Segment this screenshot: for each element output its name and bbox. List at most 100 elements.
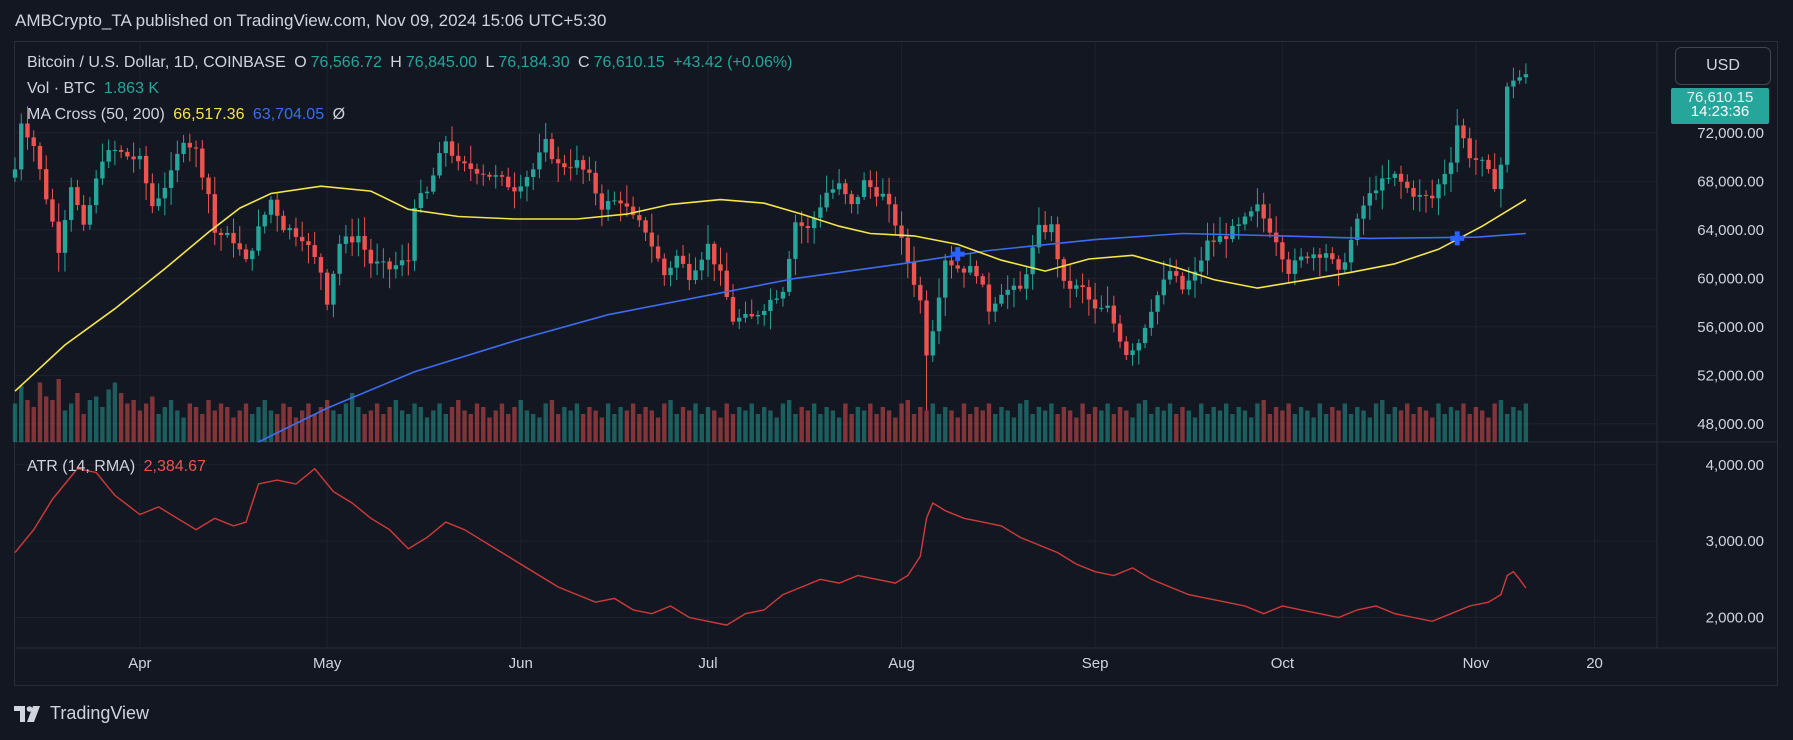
volume-bar: [974, 407, 979, 442]
volume-bar: [406, 414, 411, 442]
volume-bar: [1211, 407, 1216, 442]
volume-bar: [549, 400, 555, 442]
volume-bar: [612, 414, 617, 442]
candle-body: [1355, 218, 1360, 240]
volume-bar: [955, 417, 960, 442]
time-axis-label: Apr: [128, 655, 151, 672]
volume-bar: [1236, 407, 1241, 442]
candle-body: [730, 297, 736, 322]
candle-body: [974, 265, 979, 277]
candle-body: [1367, 193, 1372, 206]
volume-bar: [1330, 407, 1335, 442]
candle-body: [1055, 224, 1060, 260]
volume-bar: [855, 407, 861, 442]
candle-body: [268, 199, 274, 215]
ma200-line: [258, 232, 1526, 443]
publisher-line: AMBCrypto_TA published on TradingView.co…: [15, 11, 607, 30]
candle-body: [1042, 224, 1048, 233]
volume-bar: [1504, 414, 1510, 442]
candle-body: [412, 207, 417, 261]
time-axis-label: Aug: [888, 655, 915, 672]
currency-button[interactable]: USD: [1675, 47, 1771, 85]
candle-body: [562, 163, 567, 168]
volume-bar: [1174, 414, 1179, 442]
price-axis-label: 68,000.00: [1697, 173, 1764, 190]
ma50-line: [14, 185, 1527, 392]
volume-label: Vol · BTC: [27, 80, 96, 97]
candle-body: [1523, 74, 1529, 78]
volume-bar: [506, 414, 511, 442]
candle-body: [1330, 253, 1335, 260]
volume-bar: [836, 417, 842, 442]
time-axis-label: Sep: [1082, 655, 1109, 672]
candle-body: [499, 175, 505, 177]
candle-body: [899, 225, 904, 238]
candle-body: [399, 260, 405, 266]
candle-body: [1486, 159, 1491, 170]
candle-body: [1217, 236, 1223, 242]
volume-bar: [961, 403, 967, 442]
candle-body: [943, 260, 948, 298]
volume-bar: [893, 417, 898, 442]
ma-extra-symbol: Ø: [332, 106, 346, 123]
ma-fast-value: 66,517.36: [173, 106, 245, 123]
candle-body: [1192, 271, 1198, 281]
volume-bar: [1373, 403, 1379, 442]
volume-bar: [100, 407, 105, 442]
candle-body: [1467, 138, 1472, 159]
volume-bar: [1186, 410, 1191, 442]
volume-bar: [456, 400, 461, 442]
candle-body: [231, 232, 236, 244]
candle-body: [911, 262, 917, 285]
volume-bar: [786, 400, 792, 442]
volume-bar: [1305, 410, 1310, 442]
candle-body: [1305, 256, 1310, 259]
close-value: 76,610.15: [593, 54, 665, 71]
volume-bar: [1311, 417, 1316, 442]
last-price-badge: 76,610.15 14:23:36: [1671, 88, 1769, 124]
candle-body: [75, 187, 80, 206]
candle-body: [811, 217, 817, 229]
volume-bar: [56, 379, 61, 442]
volume-bar: [1442, 414, 1447, 442]
volume-bar: [593, 410, 598, 442]
candle-body: [568, 167, 573, 169]
candle-body: [1473, 158, 1479, 160]
candle-body: [1049, 224, 1054, 233]
candle-body: [1236, 224, 1241, 226]
candle-body: [1099, 307, 1104, 309]
candle-body: [87, 205, 93, 225]
candle-body: [324, 272, 330, 305]
candle-body: [924, 300, 929, 356]
candle-body: [1417, 194, 1422, 197]
candle-body: [293, 228, 299, 237]
volume-bar: [462, 410, 467, 442]
candle-body: [993, 303, 998, 312]
volume-bar: [381, 414, 386, 442]
candle-body: [12, 169, 18, 178]
candle-body: [1074, 285, 1079, 289]
volume-bar: [712, 410, 717, 442]
volume-bar: [343, 403, 349, 442]
volume-bar: [1486, 417, 1491, 442]
volume-bar: [1517, 410, 1522, 442]
volume-bar: [349, 393, 355, 442]
volume-bar: [1080, 403, 1085, 442]
candle-body: [1005, 289, 1010, 295]
volume-bar: [811, 403, 817, 442]
high-label: H: [390, 54, 402, 71]
close-label: C: [578, 54, 590, 71]
volume-bar: [1455, 410, 1460, 442]
volume-bar: [830, 410, 836, 442]
volume-bar: [118, 393, 124, 442]
candle-body: [637, 215, 642, 221]
volume-bar: [1111, 414, 1117, 442]
candle-body: [524, 176, 530, 187]
tradingview-logo[interactable]: TradingView: [14, 703, 149, 724]
volume-bar: [368, 410, 374, 442]
volume-bar: [1230, 414, 1235, 442]
candle-body: [531, 169, 536, 177]
volume-bar: [387, 407, 392, 442]
candle-body: [381, 261, 386, 263]
